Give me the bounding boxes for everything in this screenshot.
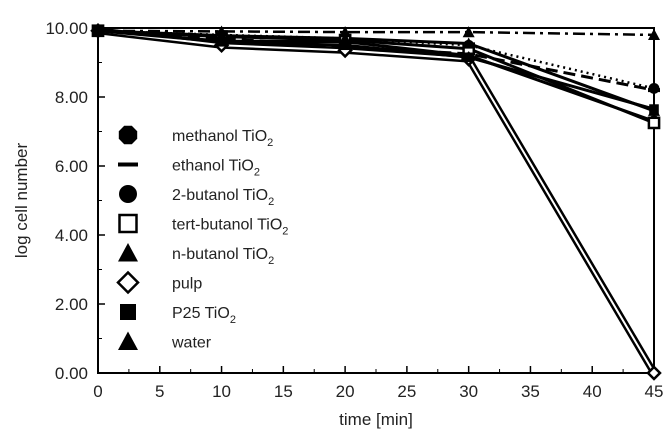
- legend-label-5: pulp: [172, 276, 202, 293]
- data-point: [648, 28, 660, 40]
- series-line-0: [97, 29, 655, 123]
- x-tick-label: 45: [645, 382, 664, 401]
- y-axis-ticks: 0.00 2.00 4.00 6.00 8.00 10.00: [45, 19, 105, 383]
- x-axis-ticks: 0 5 10 15 20 25 30 35 40 45: [93, 366, 663, 401]
- y-tick-label: 6.00: [55, 157, 88, 176]
- y-tick-label: 4.00: [55, 226, 88, 245]
- legend-label-4: n-butanol TiO2: [172, 246, 274, 267]
- y-tick-label: 10.00: [45, 19, 88, 38]
- legend-marker-7: [118, 331, 138, 350]
- x-tick-label: 20: [336, 382, 355, 401]
- legend-label-6: P25 TiO2: [172, 305, 236, 326]
- legend-label-2: 2-butanol TiO2: [172, 187, 274, 208]
- legend-marker-3: [118, 213, 138, 234]
- y-tick-label: 2.00: [55, 295, 88, 314]
- data-point: [340, 40, 350, 51]
- data-point: [92, 24, 104, 36]
- data-point: [462, 37, 475, 49]
- data-point: [647, 116, 661, 130]
- y-axis-title: log cell number: [12, 143, 31, 259]
- x-tick-label: 5: [155, 382, 164, 401]
- x-axis-title: time [min]: [339, 410, 413, 429]
- x-tick-label: 35: [521, 382, 540, 401]
- x-tick-label: 40: [583, 382, 602, 401]
- legend-marker-6: [120, 304, 136, 320]
- legend-label-0: methanol TiO2: [172, 128, 273, 149]
- legend-label-3: tert-butanol TiO2: [172, 217, 288, 238]
- series-markers: [90, 22, 662, 381]
- data-point: [216, 37, 227, 47]
- x-tick-label: 30: [459, 382, 478, 401]
- data-point: [463, 52, 474, 63]
- x-tick-label: 0: [93, 382, 102, 401]
- legend-marker-1: [118, 162, 138, 167]
- data-point: [215, 25, 228, 37]
- y-tick-label: 0.00: [55, 364, 88, 383]
- legend-marker-0: [118, 125, 138, 145]
- legend-marker-5: [116, 270, 140, 295]
- data-point: [648, 82, 660, 94]
- data-point: [646, 365, 662, 381]
- legend-marker-2: [119, 185, 137, 203]
- series-line-7: [97, 29, 655, 37]
- legend: methanol TiO2 ethanol TiO2 2-butanol TiO2 t…: [116, 125, 288, 352]
- legend-label-7: water: [171, 335, 212, 352]
- x-tick-label: 25: [397, 382, 416, 401]
- x-tick-label: 15: [274, 382, 293, 401]
- data-point: [462, 26, 475, 38]
- legend-marker-4: [118, 243, 138, 262]
- x-tick-label: 10: [212, 382, 231, 401]
- data-point: [339, 26, 352, 38]
- y-tick-label: 8.00: [55, 88, 88, 107]
- legend-label-1: ethanol TiO2: [172, 158, 260, 179]
- data-point: [649, 104, 659, 114]
